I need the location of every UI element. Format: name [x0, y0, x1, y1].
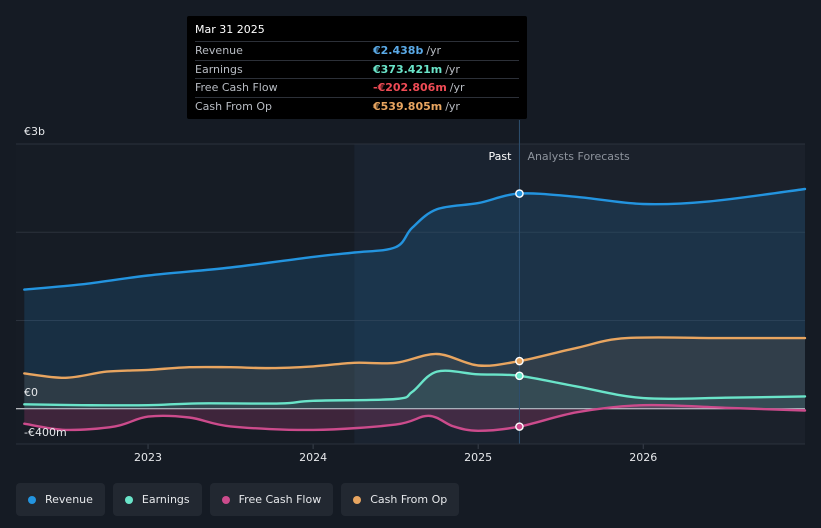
tooltip-unit: /yr: [445, 99, 460, 113]
tooltip-label: Earnings: [195, 62, 243, 76]
tooltip-label: Cash From Op: [195, 99, 273, 113]
legend-dot-icon: [28, 495, 36, 504]
x-tick-label: 2023: [134, 451, 162, 464]
earnings-marker: [515, 371, 524, 381]
hover-tooltip: Mar 31 2025 Revenue €2.438b /yr Earnings…: [187, 16, 527, 119]
free-cash-flow-marker: [515, 422, 524, 431]
cash-from-op-line: [23, 336, 807, 380]
chart-legend: Revenue Earnings Free Cash Flow Cash Fro…: [16, 483, 460, 516]
tooltip-label: Revenue: [195, 44, 243, 58]
tooltip-row-cash-from-op: Cash From Op €539.805m /yr: [195, 96, 519, 116]
legend-item-free-cash-flow[interactable]: Free Cash Flow: [209, 483, 334, 516]
legend-dot-icon: [124, 495, 133, 504]
y-tick-label: €3b: [24, 125, 45, 138]
legend-label: Free Cash Flow: [238, 493, 322, 506]
tooltip-value: €2.438b: [373, 44, 424, 58]
tooltip-unit: /yr: [445, 62, 460, 76]
x-tick-label: 2024: [299, 451, 327, 464]
x-tick-label: 2026: [629, 451, 657, 464]
free-cash-flow-line: [23, 403, 807, 433]
tooltip-row-revenue: Revenue €2.438b /yr: [195, 41, 519, 60]
forecast-label: Analysts Forecasts: [527, 150, 630, 163]
legend-item-earnings[interactable]: Earnings: [112, 483, 202, 516]
y-tick-label: -€400m: [24, 426, 67, 439]
tooltip-unit: /yr: [449, 81, 465, 95]
tooltip-value: -€202.806m: [373, 81, 447, 95]
earnings-area: [24, 370, 806, 409]
legend-label: Revenue: [45, 493, 93, 506]
tooltip-unit: /yr: [426, 44, 442, 58]
revenue-line: [23, 187, 807, 291]
tooltip-row-free-cash-flow: Free Cash Flow -€202.806m /yr: [195, 78, 519, 97]
past-label: Past: [489, 150, 513, 163]
legend-item-cash-from-op[interactable]: Cash From Op: [341, 483, 460, 516]
earnings-line: [23, 369, 807, 407]
forecast-band: [519, 144, 805, 444]
past-highlight-band: [354, 144, 520, 444]
tooltip-row-earnings: Earnings €373.421m /yr: [195, 59, 519, 79]
cash-from-op-marker: [515, 356, 524, 366]
cash-from-op-area: [24, 337, 806, 409]
tooltip-date: Mar 31 2025: [195, 23, 265, 36]
tooltip-label: Free Cash Flow: [195, 81, 278, 95]
revenue-area: [24, 189, 806, 409]
legend-dot-icon: [221, 495, 230, 504]
legend-label: Earnings: [141, 493, 190, 506]
tooltip-value: €373.421m: [373, 62, 443, 76]
x-tick-label: 2025: [464, 451, 492, 464]
legend-item-revenue[interactable]: Revenue: [16, 483, 105, 516]
tooltip-value: €539.805m: [373, 99, 443, 113]
legend-label: Cash From Op: [370, 493, 448, 506]
y-tick-label: €0: [24, 386, 38, 399]
revenue-marker: [515, 189, 524, 198]
legend-dot-icon: [353, 495, 362, 504]
